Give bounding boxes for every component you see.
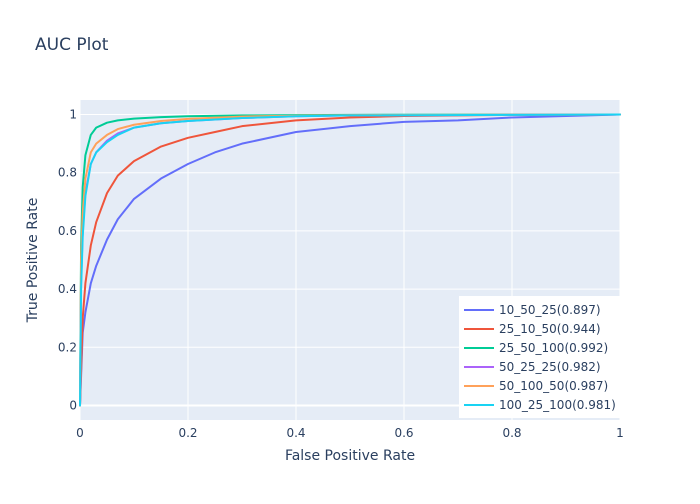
legend-label: 10_50_25(0.897) [499,303,601,317]
x-tick-label: 0 [76,426,84,440]
y-tick-label: 0.8 [58,166,77,180]
y-axis-ticks: 0 0.2 0.4 0.6 0.8 1 [58,108,77,413]
legend-item[interactable]: 25_50_100(0.992) [464,341,608,355]
legend-item[interactable]: 50_25_25(0.982) [464,360,601,374]
chart-title: AUC Plot [35,35,109,55]
legend-item[interactable]: 25_10_50(0.944) [464,322,601,336]
y-axis-title: True Positive Rate [25,198,41,324]
legend-label: 50_100_50(0.987) [499,379,608,393]
x-tick-label: 0.6 [394,426,413,440]
x-tick-label: 0.2 [178,426,197,440]
series-lines [79,113,621,407]
legend-item[interactable]: 50_100_50(0.987) [464,379,608,393]
y-tick-label: 0.6 [58,224,77,238]
legend-label: 25_10_50(0.944) [499,322,601,336]
series-line[interactable] [79,113,621,407]
series-line[interactable] [79,113,621,407]
series-line[interactable] [79,113,621,407]
x-axis-ticks: 0 0.2 0.4 0.6 0.8 1 [76,426,624,440]
legend-item[interactable]: 10_50_25(0.897) [464,303,601,317]
legend-label: 100_25_100(0.981) [499,398,616,412]
y-tick-label: 1 [69,108,77,122]
y-tick-label: 0.2 [58,340,77,354]
y-tick-label: 0.4 [58,282,77,296]
x-tick-label: 0.8 [502,426,521,440]
legend-item[interactable]: 100_25_100(0.981) [464,398,616,412]
legend[interactable]: 10_50_25(0.897) 25_10_50(0.944) 25_50_100(… [459,296,620,418]
x-tick-label: 0.4 [286,426,305,440]
series-line[interactable] [79,113,621,407]
y-tick-label: 0 [69,398,77,412]
x-tick-label: 1 [616,426,624,440]
legend-background [459,296,620,418]
series-line[interactable] [79,113,621,407]
legend-label: 50_25_25(0.982) [499,360,601,374]
x-axis-title: False Positive Rate [285,448,415,464]
legend-label: 25_50_100(0.992) [499,341,608,355]
